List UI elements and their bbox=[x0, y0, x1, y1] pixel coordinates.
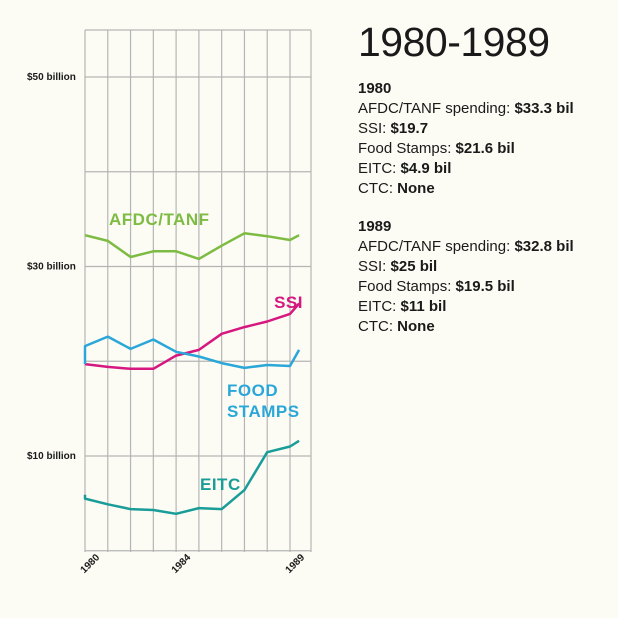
series-label-afdc-tanf: AFDC/TANF bbox=[109, 210, 210, 229]
stat-label: CTC: bbox=[358, 318, 398, 336]
period-title: 1980-1989 bbox=[358, 19, 550, 65]
stat-value: $11 bil bbox=[400, 298, 447, 316]
stat-ctc: CTC: None bbox=[358, 179, 616, 199]
stat-value: $33.3 bil bbox=[514, 100, 574, 118]
stat-ctc: CTC: None bbox=[358, 317, 616, 337]
summary-panel: 1980-1989 1980 AFDC/TANF spending: $33.3… bbox=[358, 19, 616, 355]
stat-label: AFDC/TANF spending: bbox=[358, 238, 515, 256]
series-label-food-stamps: FOOD bbox=[227, 381, 278, 400]
stat-afdc-tanf: AFDC/TANF spending: $32.8 bil bbox=[358, 237, 616, 257]
y-tick-label: $10 billion bbox=[27, 451, 76, 462]
y-tick-label: $50 billion bbox=[27, 72, 76, 83]
stat-label: CTC: bbox=[358, 180, 398, 198]
x-tick-label: 1980 bbox=[79, 552, 103, 576]
stat-label: EITC: bbox=[358, 160, 401, 178]
year-heading: 1989 bbox=[358, 218, 392, 236]
stat-label: SSI: bbox=[358, 120, 391, 138]
series-label-food-stamps: STAMPS bbox=[227, 402, 300, 421]
stat-label: Food Stamps: bbox=[358, 278, 456, 296]
series-label-ssi: SSI bbox=[274, 293, 303, 312]
spending-line-chart: $50 billion $30 billion $10 billion 1980 198… bbox=[27, 29, 312, 576]
series-line-afdc-tanf bbox=[84, 232, 300, 261]
stat-label: SSI: bbox=[358, 258, 391, 276]
year-heading: 1980 bbox=[358, 80, 392, 98]
stat-label: Food Stamps: bbox=[358, 140, 456, 158]
stat-food-stamps: Food Stamps: $19.5 bil bbox=[358, 277, 616, 297]
stat-value: None bbox=[397, 180, 435, 198]
series-line-food-stamps bbox=[83, 335, 301, 370]
x-tick-label: 1989 bbox=[284, 552, 308, 576]
stat-value: $21.6 bil bbox=[455, 140, 515, 158]
stat-value: $25 bil bbox=[390, 258, 438, 276]
stat-afdc-tanf: AFDC/TANF spending: $33.3 bil bbox=[358, 99, 616, 119]
stat-value: $32.8 bil bbox=[514, 238, 574, 256]
x-tick-label: 1984 bbox=[170, 552, 194, 576]
series-line-eitc bbox=[83, 439, 300, 516]
stat-ssi: SSI: $19.7 bbox=[358, 119, 616, 139]
stat-eitc: EITC: $11 bil bbox=[358, 297, 616, 317]
stat-value: $19.5 bil bbox=[455, 278, 515, 296]
year-block-1980: 1980 AFDC/TANF spending: $33.3 bil SSI: … bbox=[358, 79, 616, 199]
series-line-ssi bbox=[84, 302, 301, 371]
series-label-eitc: EITC bbox=[200, 475, 241, 494]
y-tick-label: $30 billion bbox=[27, 262, 76, 273]
stat-label: EITC: bbox=[358, 298, 401, 316]
stat-value: $19.7 bbox=[390, 120, 429, 138]
stat-value: $4.9 bil bbox=[400, 160, 452, 178]
stat-eitc: EITC: $4.9 bil bbox=[358, 159, 616, 179]
stat-label: AFDC/TANF spending: bbox=[358, 100, 515, 118]
stat-food-stamps: Food Stamps: $21.6 bil bbox=[358, 139, 616, 159]
year-block-1989: 1989 AFDC/TANF spending: $32.8 bil SSI: … bbox=[358, 217, 616, 337]
stat-ssi: SSI: $25 bil bbox=[358, 257, 616, 277]
stat-value: None bbox=[397, 318, 435, 336]
